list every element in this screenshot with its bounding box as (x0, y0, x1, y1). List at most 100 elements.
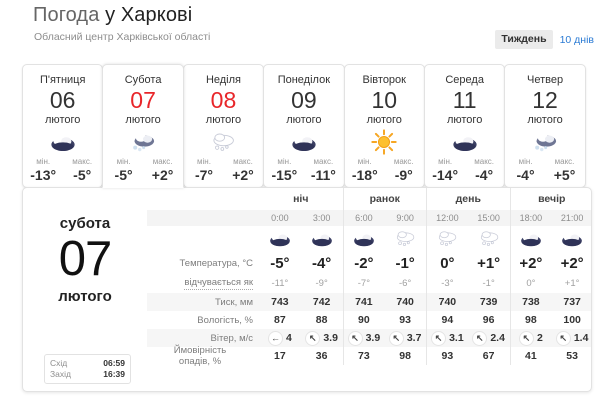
temperature-cell: 0° (426, 252, 468, 274)
part-of-day-0: ніч (293, 193, 309, 205)
weather-icon-cloud-dark (259, 226, 301, 252)
max-value: +5° (553, 167, 576, 183)
wind-direction-arrow-icon: ↖ (555, 330, 571, 346)
weather-icon-cloud-dark (551, 226, 591, 252)
hourly-forecast-table: ніч ранок день вечір 0:00 3:00 6:00 9:00 12:00 15… (147, 188, 592, 391)
day-card-min: мін. -5° (108, 157, 139, 183)
min-value: -13° (30, 167, 57, 183)
time-cells: 0:00 3:00 6:00 9:00 12:00 15:00 18:00 21:00 (259, 210, 591, 226)
humidity-label: Вологість, % (197, 314, 253, 326)
day-card-09[interactable]: Понеділок 09 лютого мін. -15° макс. -11° (263, 64, 345, 188)
day-card-06[interactable]: П'ятниця 06 лютого мін. -13° макс. -5° (22, 64, 104, 188)
selected-day-month: лютого (58, 288, 112, 305)
day-card-minmax: мін. -4° макс. +5° (505, 157, 584, 183)
min-value: -5° (114, 167, 133, 183)
part-of-day-2: день (426, 188, 510, 210)
day-card-number: 11 (452, 87, 477, 113)
day-card-weekday: Понеділок (277, 74, 331, 86)
humidity-cell: 90 (342, 311, 385, 329)
day-card-minmax: мін. -13° макс. -5° (23, 157, 102, 183)
feels-like-cell: -3° (426, 274, 468, 293)
day-card-number: 08 (210, 87, 237, 113)
day-card-min: мін. -15° (269, 157, 300, 183)
max-value: -5° (73, 167, 92, 183)
pressure-cell: 743 (271, 296, 289, 308)
max-label: макс. (474, 157, 495, 166)
pressure-cell: 738 (509, 293, 552, 311)
icon-row-label (147, 226, 259, 252)
tab-ten-days[interactable]: 10 днів (559, 33, 594, 46)
weather-icon-cloud-dark (509, 226, 552, 252)
min-value: -14° (432, 167, 459, 183)
pressure-cell: 740 (396, 296, 414, 308)
times-cell: 18:00 (509, 210, 552, 226)
sunrise-row: Схід 06:59 (50, 358, 125, 369)
wind-speed-value: 3.9 (323, 332, 338, 344)
pressure-cell: 741 (342, 293, 385, 311)
pressure-cell: 739 (479, 296, 498, 308)
wind-direction-arrow-icon: ↖ (305, 330, 321, 346)
day-card-number: 09 (291, 87, 317, 113)
day-card-weekday: Середа (445, 74, 484, 86)
feels-like-cells: -11° -9° -7° -6° -3° -1° 0° +1° (259, 274, 591, 293)
forecast-range-switch: Тиждень 10 днів (495, 30, 594, 49)
wind-speed-value: 2 (536, 332, 543, 344)
max-label: макс. (554, 157, 575, 166)
icon-cells (259, 226, 591, 252)
part-of-day-3: вечір (509, 188, 592, 210)
wind-direction-arrow-icon: ↖ (518, 330, 534, 346)
humidity-row: Вологість, % 87 88 90 93 94 96 98 100 (147, 311, 591, 329)
feels-like-row: відчувається як -11° -9° -7° -6° -3° -1° 0° +1° (147, 274, 591, 293)
part-of-day-row: ніч ранок день вечір (147, 188, 592, 210)
wind-speed-value: 3.9 (365, 332, 381, 344)
day-card-10[interactable]: Вівторок 10 лютого мін. -18° макс. -9° (343, 64, 425, 188)
times-cell: 9:00 (396, 213, 414, 223)
precipitation-cell: 67 (482, 350, 495, 362)
weather-icon-cloud-snow (532, 129, 558, 155)
wind-cell: ↖ 1.4 (551, 329, 591, 347)
part-of-day-1: ранок (342, 188, 427, 210)
feels-like-cell: +1° (564, 278, 580, 289)
temperature-cell: +2° (509, 252, 552, 274)
min-label: мін. (36, 157, 51, 166)
weather-icon-cloud-snow-light (468, 226, 510, 252)
day-card-weekday: Четвер (527, 74, 564, 86)
temperature-row: Температура, °C -5° -4° -2° -1° 0° +1° +2° +2° (147, 252, 591, 274)
day-card-month: лютого (286, 114, 322, 126)
day-card-number: 06 (49, 87, 76, 113)
day-card-min: мін. -4° (510, 157, 541, 183)
wind-speed-value: 3.1 (449, 332, 464, 344)
weather-icon-cloud-dark (291, 129, 317, 155)
sunrise-label: Схід (50, 358, 68, 368)
feels-like-label[interactable]: відчувається як (184, 277, 253, 290)
wind-cell: ↖ 3.9 (301, 329, 343, 347)
temperature-cell: -5° (270, 254, 290, 272)
tab-week[interactable]: Тиждень (495, 30, 553, 49)
day-card-month: лютого (366, 114, 402, 126)
weather-icon-cloud-snow-light (384, 226, 426, 252)
precipitation-cell: 53 (566, 350, 578, 362)
times-cell: 12:00 (426, 210, 468, 226)
day-card-number: 07 (130, 87, 156, 113)
precipitation-cell: 41 (509, 347, 552, 365)
page-title-city: у Харкові (105, 4, 193, 26)
humidity-cell: 98 (509, 311, 552, 329)
wind-direction-arrow-icon: ↖ (347, 330, 363, 346)
wind-speed-value: 2.4 (490, 332, 505, 344)
day-card-07[interactable]: Субота 07 лютого мін. -5° макс. +2° (102, 64, 184, 188)
day-card-min: мін. -7° (188, 157, 219, 183)
weather-icon-cloud-dark (342, 226, 385, 252)
precipitation-cell: 73 (342, 347, 385, 365)
day-card-max: макс. +2° (147, 157, 178, 183)
day-card-min: мін. -13° (28, 157, 59, 183)
wind-direction-arrow-icon: ← (267, 330, 283, 346)
day-card-minmax: мін. -15° макс. -11° (264, 157, 343, 183)
day-card-12[interactable]: Четвер 12 лютого мін. -4° макс. +5° (504, 64, 586, 188)
max-value: -11° (310, 167, 336, 183)
day-card-11[interactable]: Середа 11 лютого мін. -14° макс. -4° (423, 64, 506, 188)
day-card-month: лютого (205, 114, 242, 126)
day-card-max: макс. -5° (67, 157, 98, 183)
part-of-day-label (147, 188, 259, 210)
min-label: мін. (518, 157, 533, 166)
day-card-08[interactable]: Неділя 08 лютого мін. -7° макс. +2° (182, 64, 265, 188)
